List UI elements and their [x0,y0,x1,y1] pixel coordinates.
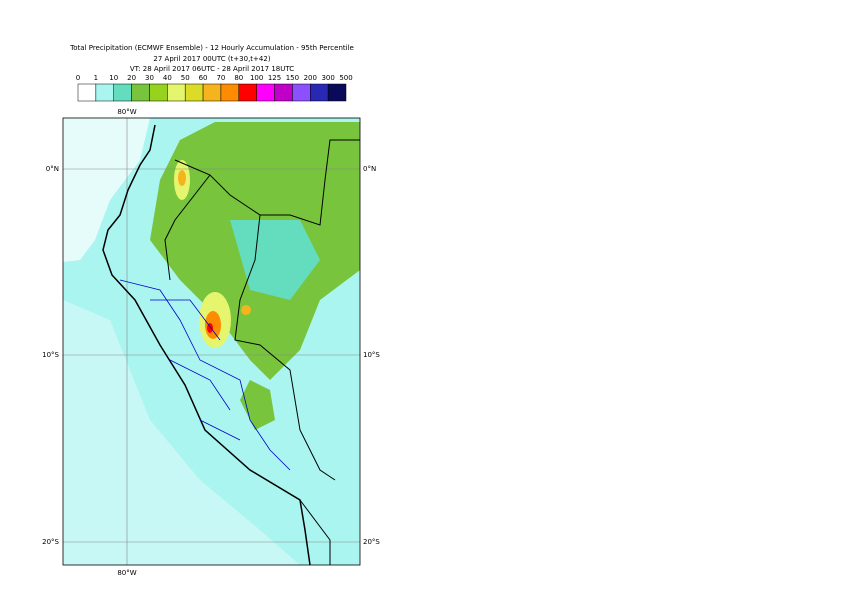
legend-label: 500 [339,74,352,82]
legend-swatch [274,83,293,102]
lon-label: 80°W [117,108,136,116]
legend-swatch [310,83,329,102]
legend-label: 300 [321,74,334,82]
legend-label: 10 [109,74,118,82]
legend-label: 40 [163,74,172,82]
legend-swatch [167,83,186,102]
legend-label: 125 [268,74,281,82]
lat-label: 0°N [363,165,376,173]
title: Total Precipitation (ECMWF Ensemble) - 1… [69,44,354,52]
legend-swatch [184,83,204,102]
legend-swatch [95,83,114,102]
legend-swatch [131,83,150,102]
legend-label: 50 [181,74,190,82]
map-frame [62,117,361,566]
lat-label: 20°S [363,538,380,546]
legend-label: 20 [127,74,136,82]
legend-swatch [327,83,347,102]
legend-swatch [256,83,275,102]
legend-label: 100 [250,74,263,82]
legend: 0 1 10 20 30 40 50 60 70 80 100 125 150 200 300 500 [76,74,353,102]
lat-label: 10°S [42,351,59,359]
legend-label: 200 [304,74,317,82]
legend-swatch [220,83,240,102]
legend-label: 30 [145,74,154,82]
legend-swatch [113,83,132,102]
legend-swatch [238,83,257,102]
lat-label: 10°S [363,351,380,359]
map [63,118,360,565]
legend-label: 150 [286,74,299,82]
legend-swatch [77,83,97,102]
legend-label: 80 [234,74,243,82]
legend-label: 70 [216,74,225,82]
legend-label: 0 [76,74,80,82]
legend-label: 60 [199,74,208,82]
lon-label: 80°W [117,569,136,577]
valid-time: VT: 28 April 2017 06UTC - 28 April 2017 … [130,65,294,73]
subtitle: 27 April 2017 00UTC (t+30,t+42) [153,55,270,63]
legend-swatch [149,83,168,102]
legend-swatch [292,83,311,102]
lat-label: 0°N [46,165,59,173]
legend-label: 1 [94,74,98,82]
lat-label: 20°S [42,538,59,546]
legend-swatch [202,83,222,102]
